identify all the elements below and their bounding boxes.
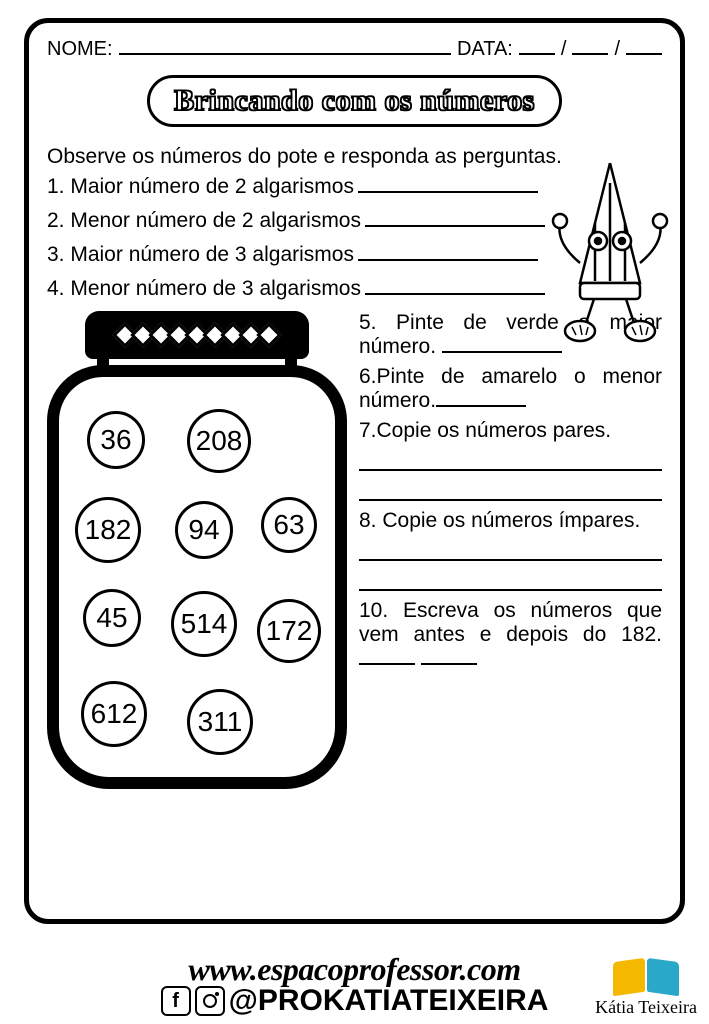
date-year-blank[interactable] bbox=[626, 37, 662, 55]
date-month-blank[interactable] bbox=[572, 37, 608, 55]
date-day-blank[interactable] bbox=[519, 37, 555, 55]
author-name: Kátia Teixeira bbox=[595, 998, 697, 1016]
footer-handle: @PROKATIATEIXEIRA bbox=[229, 984, 549, 1018]
title-banner: Brincando com os números bbox=[147, 75, 562, 127]
jar-number-36: 36 bbox=[87, 411, 145, 469]
header-row: NOME: DATA: / / bbox=[47, 37, 662, 61]
question-6: 6.Pinte de amarelo o menor número. bbox=[359, 365, 662, 413]
lower-section: 36 208 182 94 63 45 514 172 612 311 5. Pinte de v… bbox=[47, 311, 662, 791]
jar-number-63: 63 bbox=[261, 497, 317, 553]
question-10-text: 10. Escreva os números que vem antes e d… bbox=[359, 599, 662, 646]
jar-column: 36 208 182 94 63 45 514 172 612 311 bbox=[47, 311, 347, 791]
jar-number-182: 182 bbox=[75, 497, 141, 563]
answer-blank-3[interactable] bbox=[358, 243, 538, 261]
date-label: DATA: bbox=[457, 38, 513, 61]
jar-number-94: 94 bbox=[175, 501, 233, 559]
question-7-text: 7.Copie os números pares. bbox=[359, 419, 611, 442]
book-icon bbox=[611, 954, 681, 1000]
slash1: / bbox=[561, 38, 567, 61]
facebook-icon: f bbox=[161, 986, 191, 1016]
answer-blank-10a[interactable] bbox=[359, 647, 415, 665]
question-1-text: 1. Maior número de 2 algarismos bbox=[47, 175, 354, 199]
answer-blank-5[interactable] bbox=[442, 335, 562, 353]
answer-blank-6[interactable] bbox=[436, 389, 526, 407]
author-signature: Kátia Teixeira bbox=[595, 954, 697, 1016]
name-label: NOME: bbox=[47, 38, 113, 61]
question-4-text: 4. Menor número de 3 algarismos bbox=[47, 277, 361, 301]
lid-diamond bbox=[256, 322, 281, 347]
answer-blank-8b[interactable] bbox=[359, 569, 662, 591]
question-8: 8. Copie os números ímpares. bbox=[359, 509, 662, 533]
jar-number-45: 45 bbox=[83, 589, 141, 647]
jar-number-208: 208 bbox=[187, 409, 251, 473]
name-blank[interactable] bbox=[119, 37, 451, 55]
slash2: / bbox=[614, 38, 620, 61]
pencil-character-icon bbox=[550, 163, 670, 353]
worksheet-page: NOME: DATA: / / Brincando com os números… bbox=[24, 18, 685, 924]
answer-blank-10b[interactable] bbox=[421, 647, 477, 665]
answer-blank-7a[interactable] bbox=[359, 449, 662, 471]
question-2-text: 2. Menor número de 2 algarismos bbox=[47, 209, 361, 233]
number-jar: 36 208 182 94 63 45 514 172 612 311 bbox=[47, 311, 347, 791]
jar-number-172: 172 bbox=[257, 599, 321, 663]
jar-number-612: 612 bbox=[81, 681, 147, 747]
instagram-icon bbox=[195, 986, 225, 1016]
answer-blank-2[interactable] bbox=[365, 209, 545, 227]
page-title: Brincando com os números bbox=[174, 84, 535, 117]
question-8-text: 8. Copie os números ímpares. bbox=[359, 509, 640, 532]
question-3-text: 3. Maior número de 3 algarismos bbox=[47, 243, 354, 267]
jar-lid bbox=[85, 311, 309, 359]
question-7: 7.Copie os números pares. bbox=[359, 419, 662, 443]
answer-blank-1[interactable] bbox=[358, 175, 538, 193]
answer-blank-7b[interactable] bbox=[359, 479, 662, 501]
right-questions: 5. Pinte de verde o maior número. 6.Pint… bbox=[359, 311, 662, 791]
jar-number-311: 311 bbox=[187, 689, 253, 755]
jar-number-514: 514 bbox=[171, 591, 237, 657]
question-10: 10. Escreva os números que vem antes e d… bbox=[359, 599, 662, 671]
answer-blank-8a[interactable] bbox=[359, 539, 662, 561]
answer-blank-4[interactable] bbox=[365, 277, 545, 295]
